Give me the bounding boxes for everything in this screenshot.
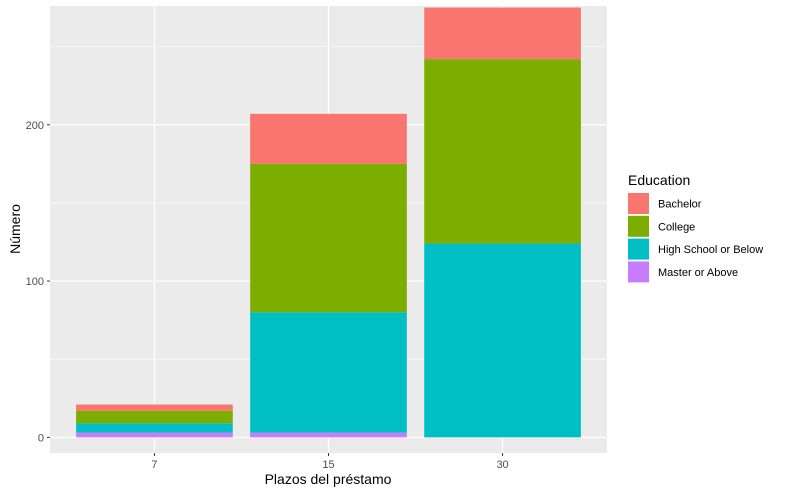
y-tick-label: 0: [38, 432, 44, 444]
x-tick-label: 30: [496, 459, 508, 471]
bar-segment-college: [424, 59, 581, 244]
bars: [76, 7, 581, 438]
x-tick-label: 7: [151, 459, 157, 471]
legend-label: Master or Above: [658, 267, 738, 279]
bar-segment-high-school-or-below: [250, 312, 407, 433]
y-tick-label: 100: [26, 276, 44, 288]
bar-segment-high-school-or-below: [424, 243, 581, 438]
bar-segment-bachelor: [76, 404, 233, 411]
bar-segment-master-or-above: [250, 432, 407, 438]
x-axis: 7 15 30: [151, 453, 509, 471]
bar-segment-bachelor: [424, 7, 581, 60]
bar-segment-college: [76, 410, 233, 424]
legend-label: Bachelor: [658, 199, 702, 211]
legend-title: Education: [628, 172, 690, 188]
legend-label: College: [658, 221, 695, 233]
legend-key: [628, 193, 649, 214]
legend-label: High School or Below: [658, 244, 763, 256]
bar-segment-bachelor: [250, 113, 407, 164]
y-tick-label: 200: [26, 120, 44, 132]
x-axis-title: Plazos del préstamo: [265, 471, 392, 487]
bar-segment-college: [250, 163, 407, 313]
x-tick-label: 15: [322, 459, 334, 471]
y-axis-title: Número: [7, 204, 23, 254]
legend-key: [628, 215, 649, 237]
y-axis: 0 100 200: [26, 120, 50, 444]
bar-segment-master-or-above: [76, 432, 233, 438]
legend-key: [628, 261, 649, 283]
bar-segment-high-school-or-below: [76, 423, 233, 433]
legend: Bachelor College High School or Below Maste…: [628, 193, 763, 283]
legend-key: [628, 238, 649, 260]
